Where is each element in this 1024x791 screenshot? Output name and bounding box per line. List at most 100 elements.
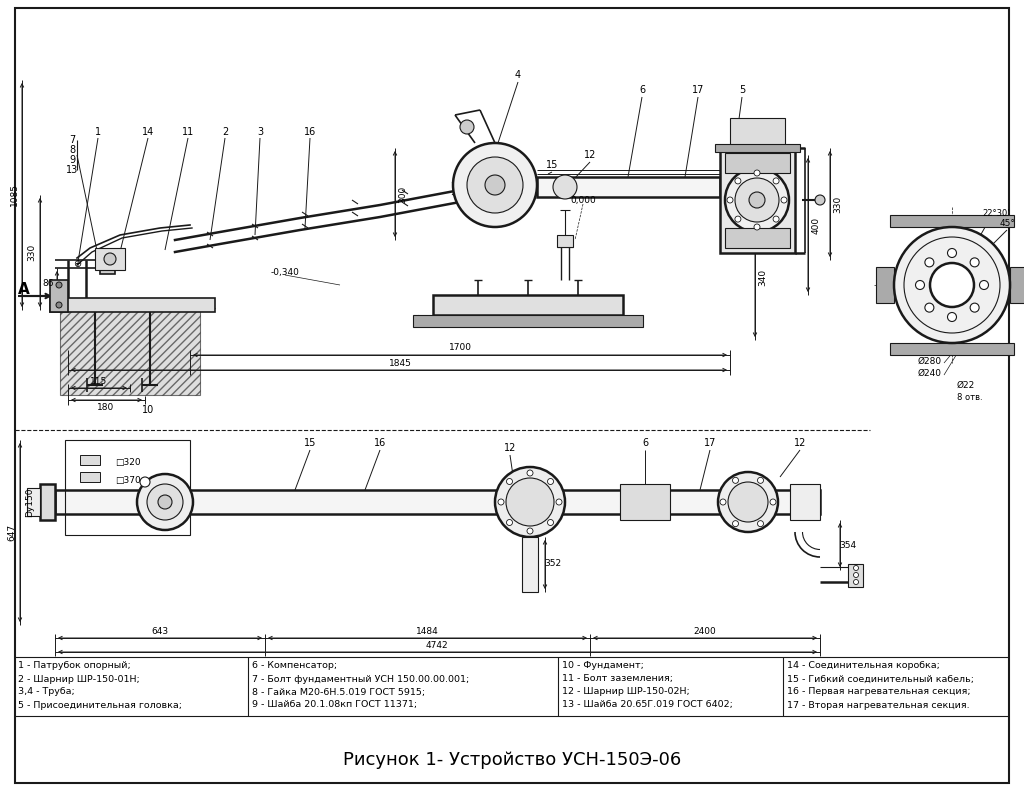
Text: Ø240: Ø240 <box>918 369 942 377</box>
Circle shape <box>853 580 858 585</box>
Text: A: A <box>18 282 30 297</box>
Circle shape <box>970 303 979 312</box>
Text: 5: 5 <box>739 85 745 95</box>
Text: 12: 12 <box>504 443 516 453</box>
Text: 12: 12 <box>584 150 596 160</box>
Circle shape <box>56 302 62 308</box>
Circle shape <box>925 303 934 312</box>
Text: 12: 12 <box>794 438 806 448</box>
Text: 86: 86 <box>42 279 53 289</box>
Bar <box>522 537 538 592</box>
Circle shape <box>930 263 974 307</box>
Text: 9 - Шайба 20.1.08кп ГОСТ 11371;: 9 - Шайба 20.1.08кп ГОСТ 11371; <box>252 701 417 710</box>
Bar <box>413 315 643 327</box>
Text: 340: 340 <box>759 268 768 286</box>
Circle shape <box>158 495 172 509</box>
Circle shape <box>815 195 825 205</box>
Text: 17: 17 <box>692 85 705 95</box>
Bar <box>557 235 573 247</box>
Text: 17: 17 <box>703 438 716 448</box>
Circle shape <box>137 474 193 530</box>
Text: 16 - Первая нагревательная секция;: 16 - Первая нагревательная секция; <box>787 687 971 697</box>
Text: 1700: 1700 <box>449 343 471 353</box>
Bar <box>27 488 40 516</box>
Text: 1845: 1845 <box>388 358 412 368</box>
Bar <box>433 295 623 315</box>
Bar <box>50 280 68 312</box>
Circle shape <box>498 499 504 505</box>
Bar <box>100 252 115 274</box>
Text: 400: 400 <box>811 217 820 233</box>
Bar <box>876 267 894 303</box>
Text: ⊕: ⊕ <box>73 259 81 269</box>
Text: 17 - Вторая нагревательная секция.: 17 - Вторая нагревательная секция. <box>787 701 970 710</box>
Text: 8 отв.: 8 отв. <box>957 392 983 402</box>
Text: 8 - Гайка М20-6Н.5.019 ГОСТ 5915;: 8 - Гайка М20-6Н.5.019 ГОСТ 5915; <box>252 687 425 697</box>
Circle shape <box>720 499 726 505</box>
Text: 10: 10 <box>142 405 155 415</box>
Bar <box>40 484 55 520</box>
Text: 4742: 4742 <box>426 641 449 649</box>
Text: 22°30': 22°30' <box>982 209 1010 218</box>
Text: □320: □320 <box>115 457 140 467</box>
Text: 12 - Шарнир ШР-150-02Н;: 12 - Шарнир ШР-150-02Н; <box>562 687 690 697</box>
Text: Ø22: Ø22 <box>957 380 975 389</box>
Text: 3,4 - Труба;: 3,4 - Труба; <box>18 687 75 697</box>
Text: 1: 1 <box>95 127 101 137</box>
Text: 6: 6 <box>639 85 645 95</box>
Text: 16: 16 <box>304 127 316 137</box>
Bar <box>95 248 125 270</box>
Text: 15: 15 <box>546 160 558 170</box>
Text: 354: 354 <box>840 540 856 550</box>
Circle shape <box>725 168 790 232</box>
Text: 5 - Присоединительная головка;: 5 - Присоединительная головка; <box>18 701 182 710</box>
Circle shape <box>732 520 738 527</box>
Bar <box>537 177 720 197</box>
Circle shape <box>925 258 934 267</box>
Bar <box>725 228 790 248</box>
Circle shape <box>749 192 765 208</box>
Circle shape <box>548 520 554 525</box>
Circle shape <box>980 281 988 290</box>
Circle shape <box>507 479 512 485</box>
Text: 2400: 2400 <box>693 626 717 635</box>
Circle shape <box>527 528 534 534</box>
Circle shape <box>548 479 554 485</box>
Text: 647: 647 <box>7 524 16 540</box>
Bar <box>50 298 215 312</box>
Circle shape <box>781 197 787 203</box>
Text: Dy150: Dy150 <box>26 487 35 517</box>
Bar <box>730 118 785 148</box>
Circle shape <box>947 312 956 321</box>
Text: 11 - Болт заземления;: 11 - Болт заземления; <box>562 675 673 683</box>
Text: 1 - Патрубок опорный;: 1 - Патрубок опорный; <box>18 661 131 671</box>
Bar <box>715 144 800 152</box>
Circle shape <box>495 467 565 537</box>
Text: 45°: 45° <box>1000 218 1016 228</box>
Text: 2: 2 <box>222 127 228 137</box>
Bar <box>80 455 100 465</box>
Text: 330: 330 <box>834 195 843 213</box>
Text: 2 - Шарнир ШР-150-01Н;: 2 - Шарнир ШР-150-01Н; <box>18 675 139 683</box>
Circle shape <box>915 281 925 290</box>
Bar <box>790 484 820 520</box>
Bar <box>848 564 863 587</box>
Text: 6: 6 <box>642 438 648 448</box>
Circle shape <box>732 477 738 483</box>
Circle shape <box>773 216 779 222</box>
Text: 3: 3 <box>257 127 263 137</box>
Text: 13: 13 <box>66 165 78 175</box>
Text: -0,340: -0,340 <box>270 267 299 277</box>
Text: 9: 9 <box>69 155 75 165</box>
Circle shape <box>754 224 760 230</box>
Text: 0,000: 0,000 <box>570 195 596 205</box>
Bar <box>720 148 795 253</box>
Circle shape <box>853 573 858 577</box>
Text: 14 - Соединительная коробка;: 14 - Соединительная коробка; <box>787 661 940 671</box>
Text: 1085: 1085 <box>9 184 18 206</box>
Text: 14: 14 <box>142 127 155 137</box>
Circle shape <box>467 157 523 213</box>
Text: 330: 330 <box>28 244 37 260</box>
Circle shape <box>727 197 733 203</box>
Circle shape <box>758 520 764 527</box>
